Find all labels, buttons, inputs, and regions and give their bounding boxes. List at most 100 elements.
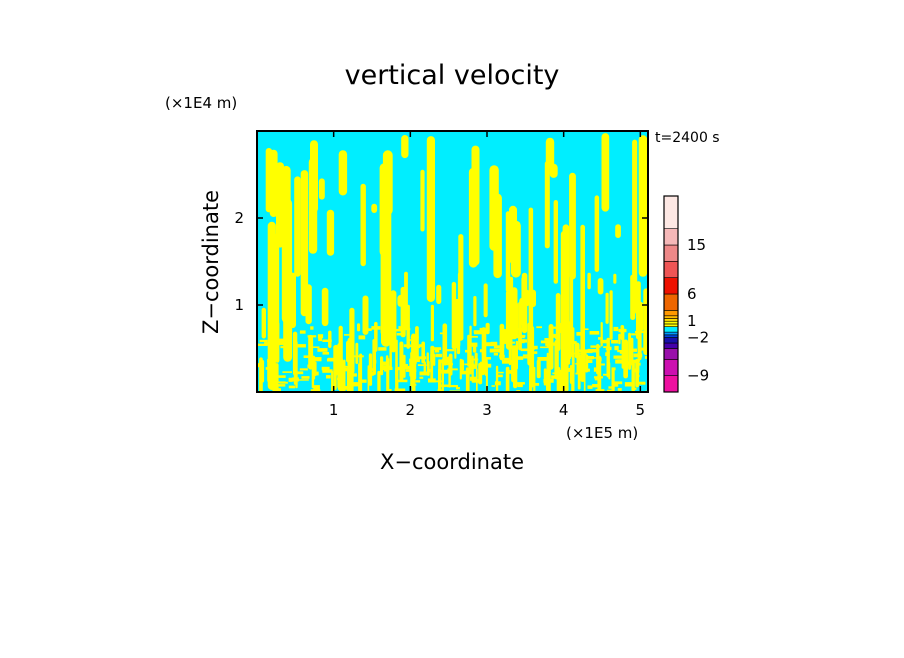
positive-cell (576, 332, 584, 336)
positive-cell (336, 368, 342, 371)
positive-cell (327, 357, 338, 361)
y-axis-ticks: 12 (234, 209, 648, 314)
positive-cell (577, 349, 589, 353)
positive-cell (394, 388, 406, 392)
chart-title: vertical velocity (345, 60, 560, 91)
positive-cell (593, 367, 600, 372)
positive-streak (457, 272, 463, 322)
positive-streak (321, 287, 329, 327)
positive-cell (581, 332, 585, 338)
positive-cell (312, 357, 322, 362)
x-tick-label: 2 (406, 401, 416, 419)
positive-streak (635, 358, 639, 388)
positive-cell (418, 344, 423, 347)
x-axis-label: X−coordinate (380, 450, 524, 474)
positive-cell (480, 361, 488, 365)
positive-cell (337, 383, 343, 387)
positive-streak (549, 163, 558, 178)
positive-streak (269, 149, 278, 217)
positive-cell (536, 326, 542, 329)
colorbar-level (663, 244, 679, 262)
positive-cell (369, 371, 374, 376)
positive-cell (520, 348, 532, 352)
positive-streak (513, 345, 518, 389)
positive-cell (411, 346, 421, 349)
positive-cell (337, 377, 342, 380)
positive-streak (397, 294, 404, 307)
positive-streak (318, 178, 325, 200)
positive-cell (552, 372, 560, 375)
colorbar-level (663, 342, 679, 349)
positive-cell (551, 326, 561, 329)
colorbar-label: −2 (687, 329, 709, 347)
positive-cell (508, 370, 517, 374)
positive-cell (608, 386, 613, 389)
positive-cell (600, 363, 605, 366)
colorbar-level (663, 228, 679, 246)
positive-cell (489, 348, 501, 353)
positive-streak (308, 157, 318, 254)
positive-cell (303, 355, 309, 358)
positive-streak (597, 278, 604, 295)
positive-cell (493, 352, 498, 356)
x-tick-label: 3 (482, 401, 492, 419)
positive-streak (390, 290, 397, 353)
positive-cell (483, 363, 492, 368)
positive-cell (577, 369, 584, 372)
positive-streak (565, 361, 569, 391)
positive-streak (372, 339, 376, 376)
positive-cell (631, 333, 640, 336)
positive-cell (404, 328, 411, 331)
positive-cell (575, 372, 584, 375)
positive-cell (613, 381, 623, 385)
x-axis-unit: (×1E5 m) (566, 424, 638, 442)
positive-cell (312, 371, 319, 376)
positive-cell (427, 368, 432, 373)
positive-streak (420, 169, 425, 232)
positive-cell (378, 347, 387, 351)
positive-cell (587, 348, 597, 353)
positive-streak (300, 170, 309, 317)
positive-streak (289, 272, 296, 329)
positive-cell (299, 368, 308, 371)
positive-cell (415, 380, 421, 383)
positive-cell (533, 383, 540, 386)
positive-cell (607, 389, 613, 392)
positive-cell (516, 382, 525, 385)
positive-cell (412, 383, 417, 386)
positive-cell (635, 331, 644, 334)
positive-cell (341, 365, 350, 368)
colorbar-level (663, 323, 679, 327)
positive-cell (636, 362, 641, 366)
colorbar: 15 6 1−2 −9 (663, 195, 709, 393)
positive-streak (544, 161, 550, 249)
positive-streak (562, 368, 566, 392)
positive-streak (389, 336, 392, 367)
positive-streak (276, 162, 285, 248)
positive-cell (268, 329, 273, 332)
positive-cell (257, 363, 264, 368)
positive-cell (299, 330, 306, 334)
positive-cell (575, 363, 586, 365)
positive-cell (292, 377, 299, 382)
positive-cell (434, 380, 443, 383)
positive-cell (347, 361, 352, 365)
positive-streak (371, 203, 378, 213)
positive-cell (562, 356, 571, 359)
positive-cell (529, 345, 538, 350)
colorbar-level (663, 318, 679, 322)
positive-cell (540, 346, 549, 349)
positive-cell (372, 359, 377, 364)
positive-streak (623, 339, 628, 379)
positive-cell (337, 380, 343, 385)
positive-cell (587, 385, 593, 389)
positive-cell (562, 344, 571, 347)
colorbar-label: 15 (687, 236, 706, 254)
positive-streak (499, 323, 505, 361)
positive-cell (417, 356, 427, 360)
positive-streak (547, 368, 551, 392)
positive-cell (310, 389, 321, 392)
positive-streak (631, 360, 635, 392)
colorbar-level (663, 359, 679, 376)
